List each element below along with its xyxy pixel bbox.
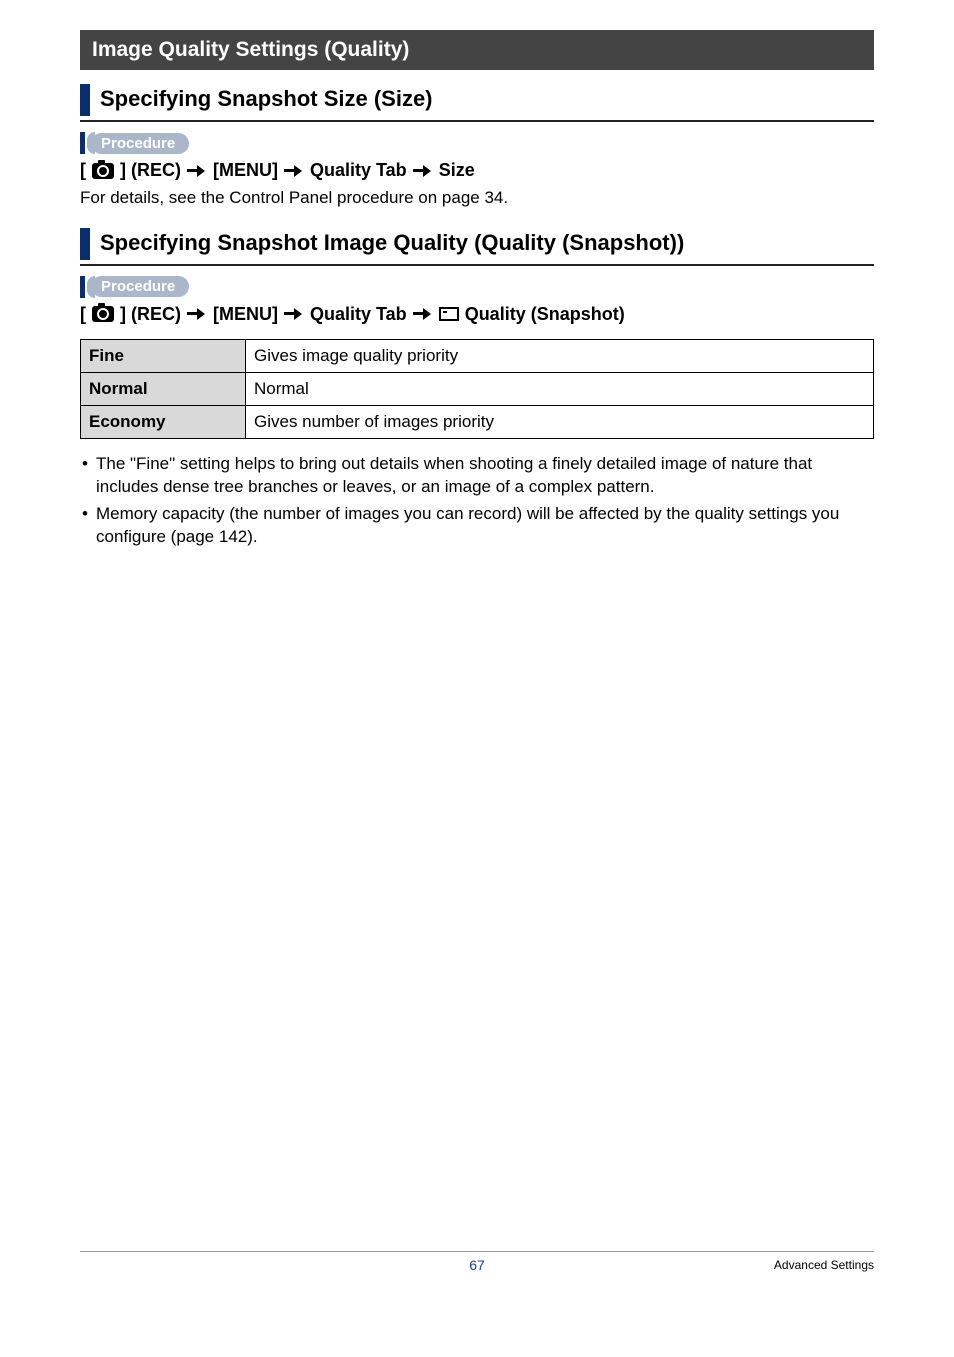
arrow-icon — [413, 165, 433, 177]
page-number: 67 — [469, 1257, 485, 1273]
row-desc: Gives number of images priority — [246, 405, 874, 438]
row-desc: Gives image quality priority — [246, 339, 874, 372]
row-desc: Normal — [246, 372, 874, 405]
quality-table: Fine Gives image quality priority Normal… — [80, 339, 874, 439]
page-footer: 67 Advanced Settings — [80, 1251, 874, 1290]
accent-bar — [80, 228, 90, 260]
procedure-pill: Procedure — [91, 276, 189, 297]
row-label: Normal — [81, 372, 246, 405]
table-row: Economy Gives number of images priority — [81, 405, 874, 438]
procedure-pill: Procedure — [91, 133, 189, 154]
bracket-open: [ — [80, 160, 86, 181]
subsection-size: Specifying Snapshot Size (Size) — [80, 84, 874, 122]
menu-label: [MENU] — [213, 304, 278, 325]
arrow-icon — [187, 308, 207, 320]
breadcrumb: [ ] (REC) [MENU] Quality Tab Size — [80, 160, 874, 181]
accent-bar — [80, 84, 90, 116]
tab-label: Quality Tab — [310, 160, 407, 181]
notes-list: The "Fine" setting helps to bring out de… — [80, 453, 874, 549]
menu-label: [MENU] — [213, 160, 278, 181]
subsection-title: Specifying Snapshot Size (Size) — [100, 84, 433, 116]
note-item: The "Fine" setting helps to bring out de… — [80, 453, 874, 499]
table-row: Normal Normal — [81, 372, 874, 405]
rec-label: ] (REC) — [120, 304, 181, 325]
subsection-title: Specifying Snapshot Image Quality (Quali… — [100, 228, 684, 260]
body-text: For details, see the Control Panel proce… — [80, 187, 874, 210]
table-row: Fine Gives image quality priority — [81, 339, 874, 372]
procedure-label-row: Procedure — [80, 276, 874, 298]
camera-icon — [92, 163, 114, 179]
quality-label: Quality (Snapshot) — [465, 304, 625, 325]
arrow-icon — [284, 308, 304, 320]
breadcrumb: [ ] (REC) [MENU] Quality Tab Quality (Sn… — [80, 304, 874, 325]
camera-icon — [92, 306, 114, 322]
section-header: Image Quality Settings (Quality) — [80, 30, 874, 70]
subsection-quality: Specifying Snapshot Image Quality (Quali… — [80, 228, 874, 266]
snapshot-icon — [439, 307, 459, 321]
row-label: Fine — [81, 339, 246, 372]
procedure-label-row: Procedure — [80, 132, 874, 154]
arrow-icon — [284, 165, 304, 177]
footer-section: Advanced Settings — [774, 1258, 874, 1272]
row-label: Economy — [81, 405, 246, 438]
bracket-open: [ — [80, 304, 86, 325]
accent-bar-small — [80, 132, 85, 154]
note-item: Memory capacity (the number of images yo… — [80, 503, 874, 549]
accent-bar-small — [80, 276, 85, 298]
arrow-icon — [413, 308, 433, 320]
size-label: Size — [439, 160, 475, 181]
arrow-icon — [187, 165, 207, 177]
tab-label: Quality Tab — [310, 304, 407, 325]
rec-label: ] (REC) — [120, 160, 181, 181]
